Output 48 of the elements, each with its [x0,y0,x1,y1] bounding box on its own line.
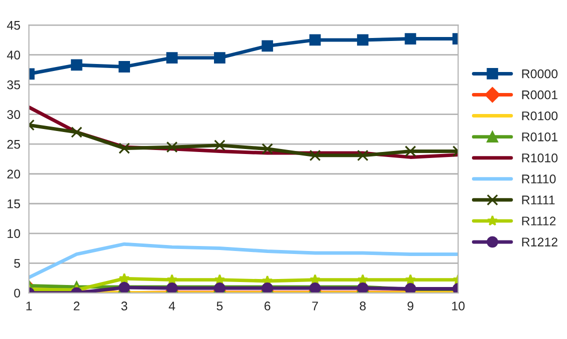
point [214,140,226,151]
legend-label: R1110 [522,174,556,184]
point [309,34,321,46]
legend-label: R1010 [522,153,558,162]
legend-label: R1212 [522,238,558,246]
point [357,150,368,162]
x-tick-label: 6 [264,302,270,310]
x-tick-label: 7 [312,302,318,310]
point [404,274,416,285]
point [118,61,130,72]
point [357,34,368,46]
x-tick-label: 1 [26,302,32,310]
y-tick-label: 20 [7,170,20,179]
line-series [28,242,458,280]
y-tick-label: 15 [8,200,20,208]
x-tick-label: 5 [216,302,223,310]
x-tick-label: 8 [360,302,366,310]
point [166,52,178,64]
point [166,141,178,153]
x-tick-label: 2 [74,302,80,310]
x-tick-label: 10 [452,302,465,310]
legend-label: R0000 [522,69,558,78]
point [404,33,416,44]
y-tick-label: 35 [7,80,20,90]
legend-label: R1112 [522,216,556,226]
point [70,59,82,71]
point [404,146,416,157]
y-tick-label: 10 [8,229,20,238]
x-tick-label: 4 [168,302,176,310]
y-tick-label: 40 [6,50,20,60]
y-tick-label: 30 [7,110,20,120]
point [118,142,130,154]
legend-label: R0101 [522,132,558,142]
point [309,150,321,162]
y-tick-label: 0 [14,288,20,298]
legend-label: R0001 [522,90,558,100]
point [262,143,274,155]
point [214,52,226,64]
point [70,126,82,138]
x-tick-label: 9 [408,302,414,310]
y-tick-label: 5 [14,259,20,268]
point [118,272,130,284]
legend-label: R0100 [522,111,558,120]
y-tick-label: 45 [6,21,20,30]
legend-label: R1111 [522,196,555,204]
y-tick-label: 25 [7,140,20,149]
x-tick-label: 3 [121,302,128,310]
point [262,40,274,52]
